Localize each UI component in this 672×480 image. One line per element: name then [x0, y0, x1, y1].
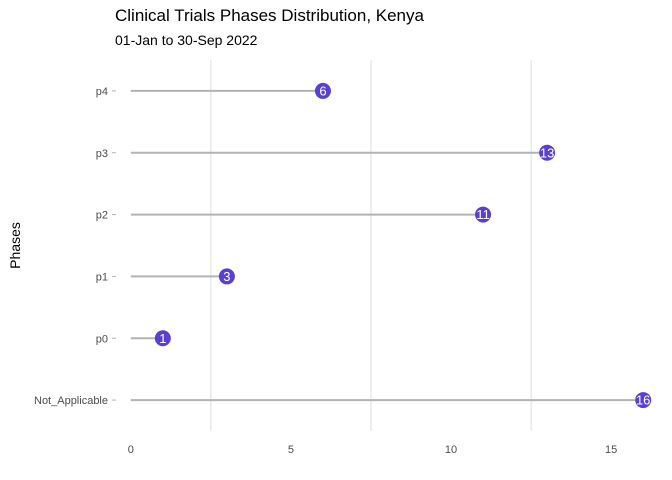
chart-title: Clinical Trials Phases Distribution, Ken…: [115, 6, 424, 25]
y-tick-label: p0: [96, 333, 108, 345]
data-label: 16: [636, 393, 650, 408]
lollipop-point: [475, 206, 492, 223]
points: 6 13 11 3 1 16: [154, 82, 652, 409]
gridlines: [210, 60, 532, 431]
x-tick-label: 5: [288, 444, 294, 456]
y-axis: p4 p3 p2 p1 p0 Not_Applicable: [34, 86, 116, 407]
x-tick-label: 10: [445, 444, 457, 456]
data-label: 1: [159, 331, 166, 346]
y-tick-label: Not_Applicable: [34, 395, 108, 407]
y-tick-label: p2: [96, 210, 108, 222]
data-label: 11: [476, 207, 490, 222]
y-tick-label: p4: [96, 86, 108, 98]
data-label: 13: [540, 145, 554, 160]
x-tick-label: 15: [605, 444, 617, 456]
data-label: 6: [319, 83, 326, 98]
lollipop-point: [314, 82, 331, 99]
y-tick-label: p3: [96, 148, 108, 160]
x-tick-label: 0: [128, 444, 134, 456]
lollipop-point: [218, 268, 235, 285]
lollipop-point: [539, 144, 556, 161]
lollipop-point: [154, 330, 171, 347]
lollipop-point: [635, 392, 652, 409]
y-axis-title: Phases: [7, 222, 23, 269]
stems: [130, 89, 644, 402]
data-label: 3: [223, 269, 230, 284]
chart-subtitle: 01-Jan to 30-Sep 2022: [115, 32, 258, 48]
y-tick-label: p1: [96, 271, 108, 283]
x-axis: 0 5 10 15: [128, 444, 618, 456]
